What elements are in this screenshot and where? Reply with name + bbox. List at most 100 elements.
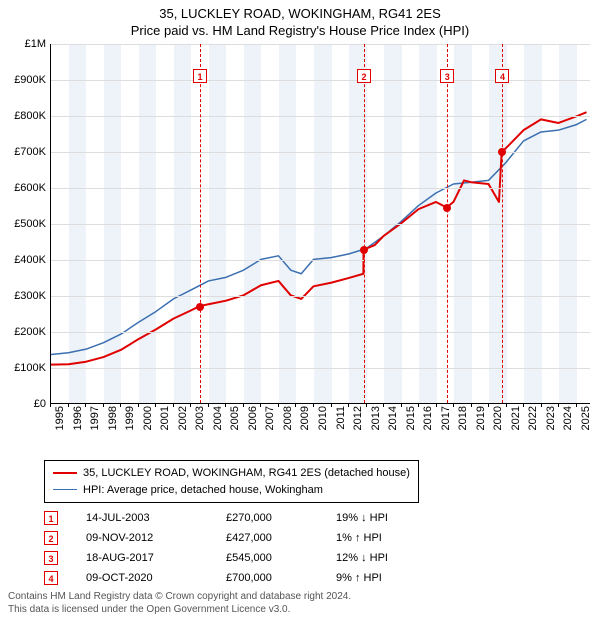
x-tick [138,403,139,407]
title-line-2: Price paid vs. HM Land Registry's House … [0,23,600,40]
x-tick [576,403,577,407]
sale-dot [498,148,506,156]
y-axis-label: £900K [6,74,46,86]
y-gridline [51,188,590,189]
sales-row-marker: 3 [44,551,58,565]
x-axis-label: 2025 [580,406,592,446]
sale-marker-box: 3 [440,69,454,83]
y-gridline [51,44,590,45]
x-tick [366,403,367,407]
x-axis-label: 2013 [370,406,382,446]
x-axis-label: 2009 [299,406,311,446]
series-hpi [51,119,587,354]
y-axis-label: £1M [6,38,46,50]
x-axis-label: 2022 [527,406,539,446]
x-tick [260,403,261,407]
y-gridline [51,152,590,153]
x-tick [523,403,524,407]
footer-line-1: Contains HM Land Registry data © Crown c… [8,591,351,604]
x-axis-label: 2002 [177,406,189,446]
x-tick [173,403,174,407]
x-tick [418,403,419,407]
x-tick [348,403,349,407]
sale-vline [502,44,503,403]
x-axis-label: 1998 [107,406,119,446]
x-tick [488,403,489,407]
sale-dot [196,303,204,311]
sales-row: 2 09-NOV-2012£427,0001% ↑ HPI [44,528,446,548]
x-tick [155,403,156,407]
y-gridline [51,296,590,297]
sale-marker-box: 4 [495,69,509,83]
sales-row-marker: 2 [44,531,58,545]
y-gridline [51,332,590,333]
x-axis-label: 2021 [510,406,522,446]
x-tick [453,403,454,407]
sales-table: 1 14-JUL-2003£270,00019% ↓ HPI 2 09-NOV-201… [44,508,446,588]
x-tick [225,403,226,407]
legend-label-price-paid: 35, LUCKLEY ROAD, WOKINGHAM, RG41 2ES (d… [83,465,410,482]
footer-attribution: Contains HM Land Registry data © Crown c… [8,591,351,616]
sales-row-price: £545,000 [226,552,336,564]
x-axis-label: 1995 [54,406,66,446]
sales-row-date: 09-NOV-2012 [86,532,226,544]
x-tick [558,403,559,407]
legend-item-hpi: HPI: Average price, detached house, Woki… [53,482,410,499]
x-axis-label: 2016 [422,406,434,446]
y-axis-label: £600K [6,182,46,194]
y-gridline [51,368,590,369]
x-tick [471,403,472,407]
sales-row-price: £427,000 [226,532,336,544]
legend-item-price-paid: 35, LUCKLEY ROAD, WOKINGHAM, RG41 2ES (d… [53,465,410,482]
sales-row: 409-OCT-2020£700,0009% ↑ HPI [44,568,446,588]
sale-dot [443,204,451,212]
sales-row-date: 18-AUG-2017 [86,552,226,564]
x-axis-label: 2008 [282,406,294,446]
sales-row-date: 14-JUL-2003 [86,512,226,524]
legend-swatch-hpi [53,489,77,490]
y-axis-label: £700K [6,146,46,158]
sales-row-price: £270,000 [226,512,336,524]
y-axis-label: £800K [6,110,46,122]
sales-row: 1 14-JUL-2003£270,00019% ↓ HPI [44,508,446,528]
x-tick [278,403,279,407]
y-axis-label: £300K [6,290,46,302]
x-tick [295,403,296,407]
plot-area: 1234 [50,44,590,404]
x-axis-label: 2006 [247,406,259,446]
x-axis-label: 2018 [457,406,469,446]
x-tick [383,403,384,407]
footer-line-2: This data is licensed under the Open Gov… [8,604,351,617]
sale-vline [200,44,201,403]
y-gridline [51,260,590,261]
x-axis-label: 2020 [492,406,504,446]
sales-row-date: 09-OCT-2020 [86,572,226,584]
x-axis-label: 1999 [124,406,136,446]
sales-row-marker: 1 [44,511,58,525]
sales-row: 3 18-AUG-2017£545,00012% ↓ HPI [44,548,446,568]
sales-row-diff: 12% ↓ HPI [336,552,446,564]
x-axis-label: 2003 [194,406,206,446]
x-axis-label: 1996 [72,406,84,446]
chart-area: 1234 £0£100K£200K£300K£400K£500K£600K£70… [6,44,594,454]
sale-marker-box: 2 [357,69,371,83]
sale-dot [360,246,368,254]
sale-vline [364,44,365,403]
legend-label-hpi: HPI: Average price, detached house, Woki… [83,482,323,499]
legend: 35, LUCKLEY ROAD, WOKINGHAM, RG41 2ES (d… [44,460,419,503]
x-tick [436,403,437,407]
sales-row-marker: 4 [44,571,58,585]
title-line-1: 35, LUCKLEY ROAD, WOKINGHAM, RG41 2ES [0,6,600,23]
chart-title-block: 35, LUCKLEY ROAD, WOKINGHAM, RG41 2ES Pr… [0,0,600,40]
sales-row-diff: 19% ↓ HPI [336,512,446,524]
y-axis-label: £100K [6,362,46,374]
sales-row-diff: 1% ↑ HPI [336,532,446,544]
x-axis-label: 2019 [475,406,487,446]
x-axis-label: 2007 [264,406,276,446]
y-axis-label: £400K [6,254,46,266]
y-axis-label: £500K [6,218,46,230]
y-axis-label: £200K [6,326,46,338]
y-gridline [51,116,590,117]
x-axis-label: 2023 [545,406,557,446]
x-tick [68,403,69,407]
